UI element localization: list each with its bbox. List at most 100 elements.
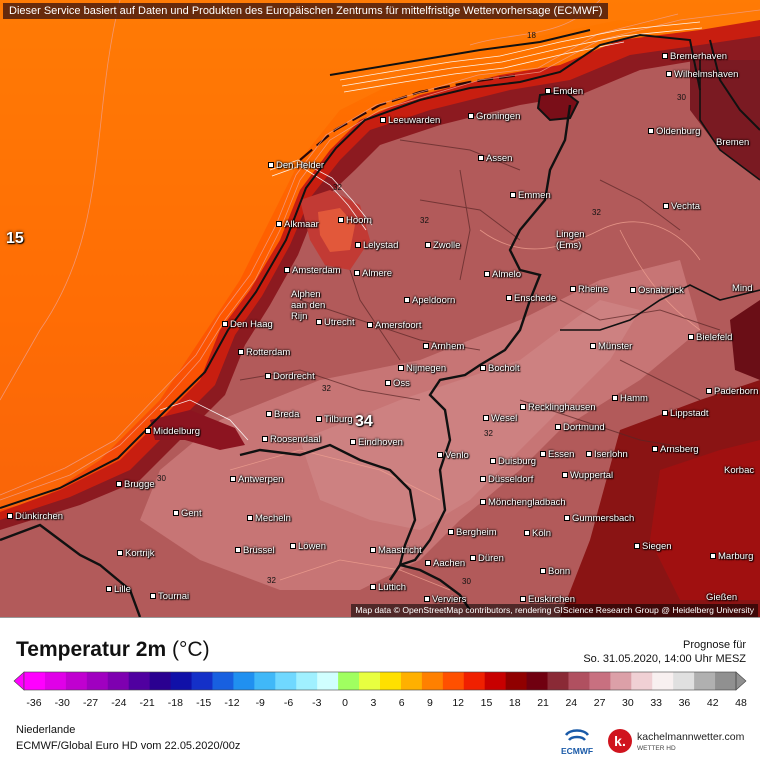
city-minden[interactable]: Mind (732, 283, 753, 294)
city-nijmegen[interactable]: Nijmegen (398, 363, 446, 374)
city-wesel[interactable]: Wesel (483, 413, 517, 424)
city-verviers[interactable]: Verviers (424, 594, 466, 605)
city-koeln[interactable]: Köln (524, 528, 551, 539)
city-utrecht[interactable]: Utrecht (316, 317, 355, 328)
city-dot (630, 287, 636, 294)
city-dot (590, 343, 596, 350)
city-gent[interactable]: Gent (173, 508, 202, 519)
city-marburg[interactable]: Marburg (710, 551, 753, 562)
scale-tick-label: -36 (26, 697, 41, 709)
city-alphen-aan-den-rijn[interactable]: Alphen aan den Rijn (291, 289, 326, 322)
city-dot (470, 555, 476, 562)
city-arnsberg[interactable]: Arnsberg (652, 444, 699, 455)
city-bremerhaven[interactable]: Bremerhaven (662, 51, 727, 62)
city-recklinghausen[interactable]: Recklinghausen (520, 402, 596, 413)
temperature-map[interactable]: Dieser Service basiert auf Daten und Pro… (0, 0, 760, 617)
city-emmen[interactable]: Emmen (510, 190, 551, 201)
city-dueren[interactable]: Düren (470, 553, 504, 564)
city-korbach[interactable]: Korbac (724, 465, 755, 476)
city-den-haag[interactable]: Den Haag (222, 319, 273, 330)
city-vechta[interactable]: Vechta (663, 201, 700, 212)
city-duisburg[interactable]: Duisburg (490, 456, 536, 467)
title-unit: (°C) (172, 638, 210, 661)
city-essen[interactable]: Essen (540, 449, 574, 460)
city-kortrijk[interactable]: Kortrijk (117, 548, 155, 559)
city-middelburg[interactable]: Middelburg (145, 426, 200, 437)
city-maastricht[interactable]: Maastricht (370, 545, 422, 556)
city-brugge[interactable]: Brugge (116, 479, 155, 490)
scale-swatch (233, 672, 255, 690)
city-dot (238, 349, 244, 356)
city-lippstadt[interactable]: Lippstadt (662, 408, 709, 419)
city-lille[interactable]: Lille (106, 584, 131, 595)
city-giessen[interactable]: Gießen (706, 592, 738, 603)
city-dot (648, 128, 654, 135)
city-gummersbach[interactable]: Gummersbach (564, 513, 634, 524)
city-den-helder[interactable]: Den Helder (268, 160, 324, 171)
city-amersfoort[interactable]: Amersfoort (367, 320, 421, 331)
city-arnhem[interactable]: Arnhem (423, 341, 464, 352)
city-bruessel[interactable]: Brüssel (235, 545, 275, 556)
city-dot (480, 365, 486, 372)
city-rotterdam[interactable]: Rotterdam (238, 347, 290, 358)
city-bergheim[interactable]: Bergheim (448, 527, 497, 538)
city-dordrecht[interactable]: Dordrecht (265, 371, 315, 382)
city-venlo[interactable]: Venlo (437, 450, 469, 461)
city-antwerpen[interactable]: Antwerpen (230, 474, 283, 485)
city-zwolle[interactable]: Zwolle (425, 240, 460, 251)
city-luettich[interactable]: Lüttich (370, 582, 406, 593)
city-tournai[interactable]: Tournai (150, 591, 189, 602)
city-dot (262, 436, 268, 443)
city-dortmund[interactable]: Dortmund (555, 422, 605, 433)
city-emden[interactable]: Emden (545, 86, 583, 97)
legend-panel: Temperatur 2m (°C) Prognose für So. 31.0… (0, 617, 760, 761)
city-dot (506, 295, 512, 302)
city-lelystad[interactable]: Lelystad (355, 240, 398, 251)
city-dot (662, 410, 668, 417)
city-wilhelmshaven[interactable]: Wilhelmshaven (666, 69, 738, 80)
scale-tick-label: 12 (452, 697, 464, 709)
city-lingen[interactable]: Lingen (Ems) (556, 229, 585, 251)
city-bremen[interactable]: Bremen (716, 137, 750, 148)
city-leeuwarden[interactable]: Leeuwarden (380, 115, 440, 126)
city-bocholt[interactable]: Bocholt (480, 363, 520, 374)
city-siegen[interactable]: Siegen (634, 541, 672, 552)
kachelmann-logo: k. kachelmannwetter.com WETTER HD (608, 729, 745, 753)
city-dot (490, 458, 496, 465)
city-tilburg[interactable]: Tilburg (316, 414, 353, 425)
city-enschede[interactable]: Enschede (506, 293, 556, 304)
ecmwf-logo: ECMWF (561, 729, 593, 756)
city-breda[interactable]: Breda (266, 409, 299, 420)
city-rheine[interactable]: Rheine (570, 284, 608, 295)
city-hoorn[interactable]: Hoorn (338, 215, 372, 226)
city-alkmaar[interactable]: Alkmaar (276, 219, 319, 230)
city-oldenburg[interactable]: Oldenburg (648, 126, 700, 137)
city-moenchengladbach[interactable]: Mönchengladbach (480, 497, 566, 508)
city-paderborn[interactable]: Paderborn (706, 386, 758, 397)
city-osnabrueck[interactable]: Osnabrück (630, 285, 684, 296)
city-muenster[interactable]: Münster (590, 341, 632, 352)
city-groningen[interactable]: Groningen (468, 111, 520, 122)
city-amsterdam[interactable]: Amsterdam (284, 265, 341, 276)
city-duenkirchen[interactable]: Dünkirchen (7, 511, 63, 522)
city-almere[interactable]: Almere (354, 268, 392, 279)
city-roosendaal[interactable]: Roosendaal (262, 434, 321, 445)
city-dot (222, 321, 228, 328)
city-mecheln[interactable]: Mecheln (247, 513, 291, 524)
kachelmann-sub: WETTER HD (637, 745, 676, 752)
scale-swatch (694, 672, 716, 690)
city-eindhoven[interactable]: Eindhoven (350, 437, 403, 448)
city-apeldoorn[interactable]: Apeldoorn (404, 295, 455, 306)
city-euskirchen[interactable]: Euskirchen (520, 594, 575, 605)
city-hamm[interactable]: Hamm (612, 393, 648, 404)
city-wuppertal[interactable]: Wuppertal (562, 470, 613, 481)
city-bielefeld[interactable]: Bielefeld (688, 332, 732, 343)
city-duesseldorf[interactable]: Düsseldorf (480, 474, 533, 485)
city-assen[interactable]: Assen (478, 153, 512, 164)
city-aachen[interactable]: Aachen (425, 558, 465, 569)
city-iserlohn[interactable]: Iserlohn (586, 449, 628, 460)
city-loewen[interactable]: Löwen (290, 541, 326, 552)
city-bonn[interactable]: Bonn (540, 566, 570, 577)
city-oss[interactable]: Oss (385, 378, 410, 389)
city-almelo[interactable]: Almelo (484, 269, 521, 280)
